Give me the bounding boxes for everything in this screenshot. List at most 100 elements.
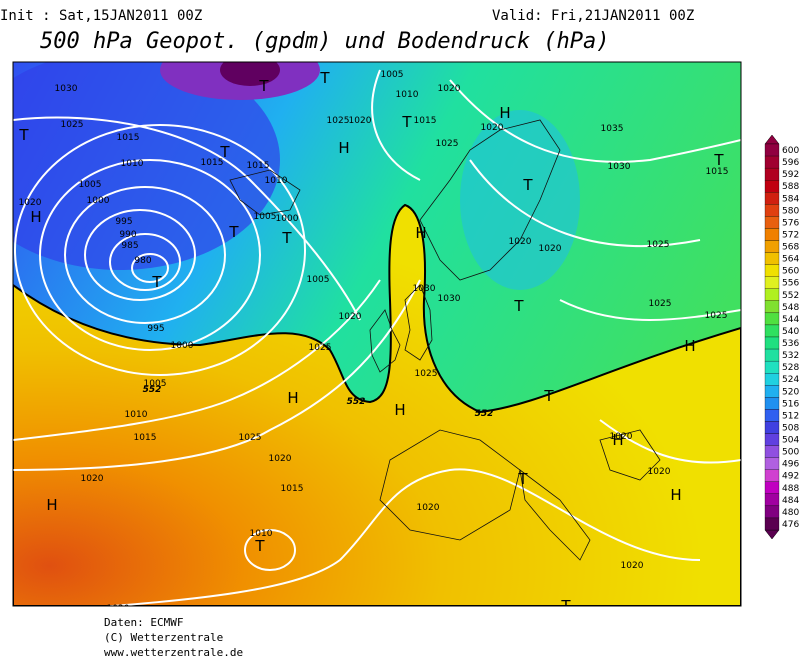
trough — [460, 110, 580, 290]
contour-552 — [13, 203, 741, 606]
isobar-label: 1030 — [608, 162, 631, 172]
isobar-label: 1030 — [55, 84, 78, 94]
legend-swatch — [764, 143, 780, 157]
pressure-center: H — [46, 496, 57, 514]
init-time: Init : Sat,15JAN2011 00Z — [0, 8, 202, 24]
contour-label: 552 — [347, 397, 366, 407]
coastlines — [229, 119, 661, 561]
isobar-label: 1020 — [438, 84, 461, 94]
isobar-label: 1015 — [134, 433, 157, 443]
legend-label: 568 — [782, 243, 799, 253]
isobar-label: 1035 — [601, 124, 624, 134]
isobar-label: 1025 — [327, 116, 350, 126]
isobar-label: 1020 — [539, 244, 562, 254]
pressure-center: H — [394, 401, 405, 419]
legend-swatch — [764, 481, 780, 494]
pressure-center: T — [254, 537, 265, 555]
isobar-label: 1025 — [436, 139, 459, 149]
legend-swatch — [764, 204, 780, 217]
legend-swatch — [764, 324, 780, 338]
pressure-center: T — [319, 69, 330, 87]
legend-label: 536 — [782, 339, 799, 349]
pressure-center: T — [281, 229, 292, 247]
pressure-center: T — [228, 223, 239, 241]
legend-swatch — [764, 276, 780, 289]
isobar-label: 1015 — [117, 133, 140, 143]
pressure-center: H — [612, 431, 623, 449]
isobar-label: 1025 — [647, 240, 670, 250]
pressure-center: T — [219, 143, 230, 161]
legend-swatch — [764, 240, 780, 253]
isobar-label: 1025 — [239, 433, 262, 443]
legend-swatch — [764, 433, 780, 446]
legend-label: 488 — [782, 484, 799, 494]
contour-label: 552 — [475, 409, 494, 419]
legend-swatch — [764, 228, 780, 241]
map-title: 500 hPa Geopot. (gpdm) und Bodendruck (h… — [40, 29, 610, 54]
isobar-label: 1025 — [705, 311, 728, 321]
legend-swatch — [764, 445, 780, 458]
legend-label: 564 — [782, 255, 799, 265]
legend-label: 500 — [782, 448, 799, 458]
legend-swatch — [764, 493, 780, 507]
legend-label: 524 — [782, 375, 799, 385]
isobar-label: 1015 — [706, 167, 729, 177]
legend-label: 492 — [782, 472, 799, 482]
legend-label: 560 — [782, 267, 799, 277]
isobar-label: 1020 — [81, 474, 104, 484]
pressure-center: T — [522, 176, 533, 194]
isobar-label: 1030 — [413, 284, 436, 294]
isobar-label: 1010 — [250, 529, 273, 539]
legend-label: 516 — [782, 399, 799, 409]
pressure-center: H — [287, 389, 298, 407]
legend-swatch — [764, 457, 780, 470]
legend-swatch — [764, 348, 780, 362]
isobar-label: 1020 — [349, 116, 372, 126]
isobar-label: 1020 — [621, 561, 644, 571]
isobar-label: 1025 — [309, 343, 332, 353]
legend-label: 480 — [782, 508, 799, 518]
legend-swatch — [764, 409, 780, 422]
isobar-label: 1015 — [247, 161, 270, 171]
isobar-label: 1000 — [276, 214, 299, 224]
isobar-label: 1025 — [649, 299, 672, 309]
isobar-label: 1020 — [610, 432, 633, 442]
pressure-center: T — [401, 113, 412, 131]
isobar-label: 980 — [134, 256, 151, 266]
legend-label: 552 — [782, 291, 799, 301]
isobar-label: 1020 — [648, 467, 671, 477]
isobar-label: 1015 — [201, 158, 224, 168]
legend-label: 484 — [782, 496, 799, 506]
isobar-label: 1005 — [144, 379, 167, 389]
footer-line: (C) Wetterzentrale — [104, 631, 223, 644]
legend-label: 540 — [782, 327, 799, 337]
isobar-label: 1020 — [269, 454, 292, 464]
legend-swatch — [764, 192, 780, 205]
legend-label: 528 — [782, 363, 799, 373]
legend-label: 504 — [782, 436, 799, 446]
isobar-label: 1005 — [381, 70, 404, 80]
isobar-label: 995 — [147, 324, 164, 334]
isobars — [13, 69, 741, 606]
isobar-label: 1020 — [107, 604, 130, 614]
legend-label: 548 — [782, 303, 799, 313]
legend-swatch — [764, 505, 780, 519]
isobar-label: 1020 — [509, 237, 532, 247]
legend-label: 600 — [782, 146, 799, 156]
legend-swatch — [764, 252, 780, 265]
cold-core-inner — [220, 62, 280, 86]
pressure-center: H — [338, 139, 349, 157]
legend-label: 520 — [782, 387, 799, 397]
isobar-label: 1010 — [396, 90, 419, 100]
legend-label: 496 — [782, 460, 799, 470]
legend-label: 512 — [782, 411, 799, 421]
isobar-label: 1010 — [125, 410, 148, 420]
legend-swatch — [764, 385, 780, 398]
isobar-label: 1005 — [307, 275, 330, 285]
pressure-center: H — [670, 486, 681, 504]
footer-line: Daten: ECMWF — [104, 616, 183, 629]
isobar-label: 1015 — [281, 484, 304, 494]
legend-label: 556 — [782, 279, 799, 289]
legend-swatch — [764, 288, 780, 301]
legend-swatch — [764, 167, 780, 181]
